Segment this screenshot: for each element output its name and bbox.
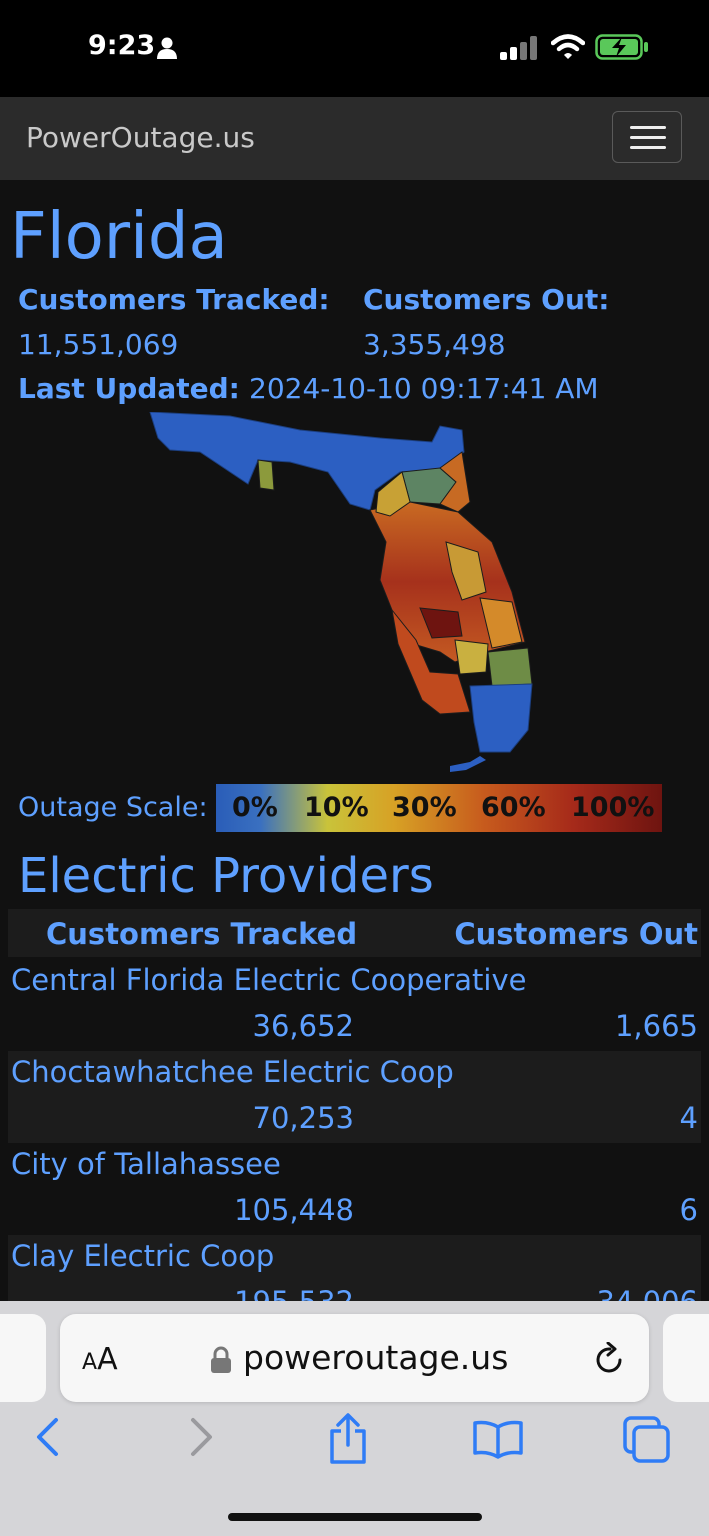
safari-bottom-bar: AA poweroutage.us — [0, 1301, 709, 1536]
back-icon[interactable] — [34, 1417, 60, 1457]
scale-stop: 100% — [571, 792, 655, 823]
providers-table-header: Customers Tracked Customers Out — [8, 909, 701, 957]
provider-out: 34,006 — [597, 1285, 698, 1301]
tabs-icon[interactable] — [622, 1415, 672, 1463]
provider-tracked: 195,532 — [234, 1285, 354, 1301]
outage-scale-label: Outage Scale: — [18, 792, 208, 823]
provider-tracked: 105,448 — [234, 1193, 354, 1227]
provider-row[interactable]: Clay Electric Coop 195,532 34,006 — [8, 1235, 701, 1301]
status-time: 9:23 — [88, 30, 156, 61]
providers-heading: Electric Providers — [18, 848, 434, 904]
site-brand-link[interactable]: PowerOutage.us — [26, 121, 255, 154]
provider-name-link[interactable]: Choctawhatchee Electric Coop — [11, 1055, 454, 1089]
share-icon[interactable] — [328, 1413, 368, 1465]
provider-out: 4 — [679, 1101, 698, 1135]
hamburger-menu-button[interactable] — [612, 111, 682, 163]
lock-icon — [211, 1346, 231, 1373]
provider-out: 6 — [679, 1193, 698, 1227]
home-indicator[interactable] — [228, 1513, 482, 1521]
forward-icon[interactable] — [189, 1417, 215, 1457]
wifi-icon — [551, 34, 585, 59]
hamburger-icon — [630, 146, 666, 149]
scale-stop: 60% — [481, 792, 546, 823]
header-customers-out[interactable]: Customers Out — [454, 917, 698, 951]
customers-out-label: Customers Out: — [363, 283, 610, 316]
customers-tracked-value: 11,551,069 — [18, 328, 179, 361]
customers-out-value: 3,355,498 — [363, 328, 506, 361]
map-region-southwest — [391, 609, 471, 715]
provider-tracked: 70,253 — [252, 1101, 354, 1135]
provider-name-link[interactable]: City of Tallahassee — [11, 1147, 281, 1181]
outage-scale-bar: 0% 10% 30% 60% 100% — [216, 784, 662, 832]
header-customers-tracked[interactable]: Customers Tracked — [46, 917, 358, 951]
provider-tracked: 36,652 — [252, 1009, 354, 1043]
provider-name-link[interactable]: Central Florida Electric Cooperative — [11, 963, 527, 997]
scale-stop: 0% — [232, 792, 278, 823]
site-navbar: PowerOutage.us — [0, 97, 709, 180]
battery-charging-icon — [595, 34, 648, 60]
scale-stop: 10% — [304, 792, 369, 823]
provider-row[interactable]: Central Florida Electric Cooperative 36,… — [8, 959, 701, 1051]
cellular-signal-icon — [500, 36, 537, 60]
provider-name-link[interactable]: Clay Electric Coop — [11, 1239, 275, 1273]
provider-out: 1,665 — [614, 1009, 698, 1043]
scale-stop: 30% — [392, 792, 457, 823]
map-region-panhandle — [149, 412, 465, 511]
status-bar: 9:23 — [0, 0, 709, 97]
bookmarks-icon[interactable] — [472, 1419, 524, 1459]
county-outage-map[interactable] — [140, 412, 540, 792]
main-content: Florida Customers Tracked: 11,551,069 Cu… — [0, 180, 709, 1301]
provider-row[interactable]: City of Tallahassee 105,448 6 — [8, 1143, 701, 1235]
reload-icon[interactable] — [594, 1342, 626, 1376]
last-updated-label: Last Updated: — [18, 372, 240, 405]
next-tab-preview[interactable] — [663, 1314, 709, 1402]
page-title: Florida — [10, 200, 228, 274]
reader-options-button[interactable]: AA — [82, 1342, 118, 1377]
person-icon — [157, 37, 177, 59]
address-bar[interactable]: AA poweroutage.us — [60, 1314, 649, 1402]
provider-row[interactable]: Choctawhatchee Electric Coop 70,253 4 — [8, 1051, 701, 1143]
previous-tab-preview[interactable] — [0, 1314, 46, 1402]
map-region-south-florida — [469, 683, 533, 753]
hamburger-icon — [630, 126, 666, 129]
map-region-southeast — [487, 647, 533, 687]
customers-tracked-label: Customers Tracked: — [18, 283, 330, 316]
url-text[interactable]: poweroutage.us — [243, 1338, 509, 1377]
hamburger-icon — [630, 136, 666, 139]
last-updated-value: 2024-10-10 09:17:41 AM — [249, 372, 599, 405]
